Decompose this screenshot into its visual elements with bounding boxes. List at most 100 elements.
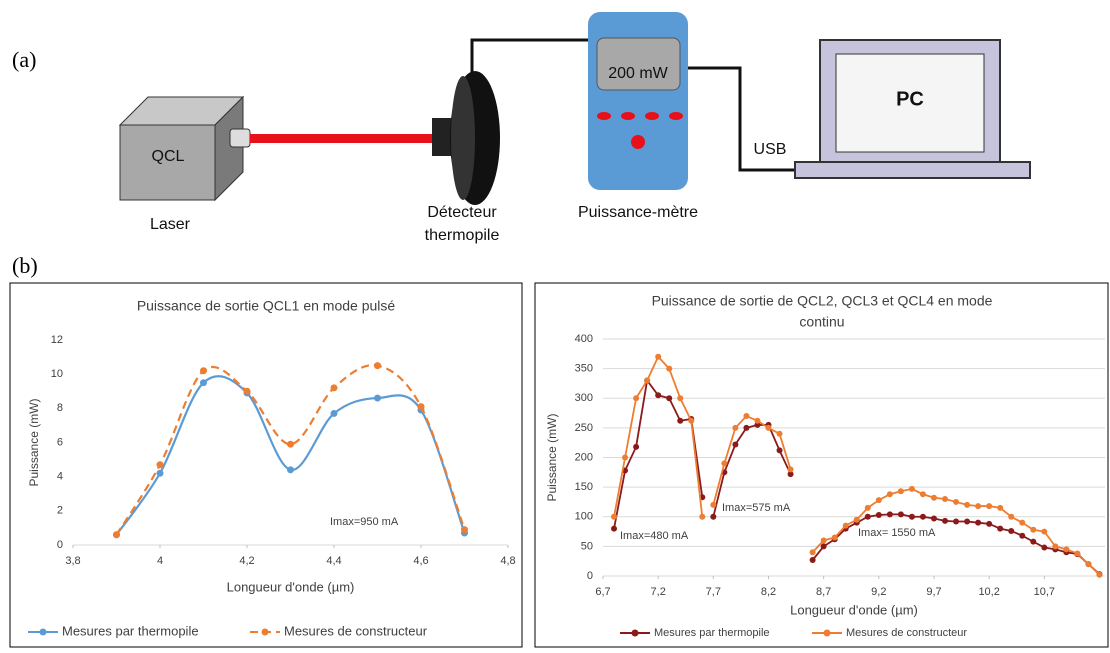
data-point [156,461,164,469]
data-point [897,511,904,518]
meter-display: 200 mW [608,65,668,82]
data-point [997,504,1004,511]
data-point [113,531,120,539]
y-tick-label: 100 [575,511,593,523]
meter-label: Puissance-mètre [578,204,698,221]
y-tick-label: 300 [575,392,593,404]
x-tick-label: 9,7 [926,586,941,598]
data-point [942,517,949,524]
data-point [787,466,794,473]
data-point [688,417,695,424]
data-point [919,513,926,520]
chart-frame [534,282,1109,648]
data-point [417,403,425,411]
data-point [930,494,937,501]
data-point [644,377,651,384]
data-point [908,485,915,492]
data-point [975,503,982,510]
y-tick-label: 200 [575,451,593,463]
data-point [611,513,618,520]
data-point [1074,550,1081,557]
data-point [754,417,761,424]
legend-marker [261,628,269,636]
data-point [243,387,251,395]
y-axis-title: Puissance (mW) [27,398,41,486]
data-point [374,362,381,370]
data-point [622,454,629,461]
data-point [611,525,618,532]
y-tick-label: 12 [51,334,63,346]
pc-label: PC [896,88,924,110]
data-point [886,511,893,518]
data-point [886,491,893,498]
data-point [964,518,971,525]
data-point [655,392,662,399]
x-axis-title: Longueur d'onde (µm) [227,579,355,594]
chart-title: Puissance de sortie QCL1 en mode pulsé [137,298,396,314]
data-point [1085,561,1092,568]
y-tick-label: 4 [57,471,63,483]
pc-icon [794,39,1031,179]
data-point [1019,519,1026,526]
data-point [919,491,926,498]
x-tick-label: 4,2 [239,555,254,567]
data-point [1008,513,1015,520]
data-point [732,441,739,448]
power-meter-icon [588,12,795,190]
data-point [1030,538,1037,545]
data-point [732,424,739,431]
data-point [831,534,838,541]
x-tick-label: 4,8 [500,555,515,567]
y-tick-label: 350 [575,363,593,375]
data-point [765,424,772,431]
data-point [820,537,827,544]
x-tick-label: 4,4 [326,555,341,567]
data-point [721,460,728,467]
detector-icon [432,38,590,205]
y-tick-label: 10 [51,368,63,380]
laser-box-label: QCL [152,148,185,165]
data-point [1041,528,1048,535]
chart-title: Puissance de sortie de QCL2, QCL3 et QCL… [652,293,993,309]
data-point [156,469,164,477]
data-point [1019,532,1026,539]
panel-label: (b) [12,253,38,278]
y-tick-label: 50 [581,540,593,552]
data-point [1041,544,1048,551]
data-point [897,488,904,495]
x-tick-label: 7,2 [651,586,666,598]
data-point [330,384,338,392]
data-point [842,522,849,529]
data-point [633,395,640,402]
detector-label: Détecteur [427,204,497,221]
data-point [633,443,640,450]
series-line [613,378,1101,575]
data-point [953,498,960,505]
data-point [330,409,338,417]
data-point [699,513,706,520]
annotation: Imax=575 mA [722,502,791,514]
data-point [809,549,816,556]
x-tick-label: 9,2 [871,586,886,598]
x-tick-label: 4,6 [413,555,428,567]
legend-label: Mesures par thermopile [62,623,199,638]
data-point [1052,543,1059,550]
chart-title: continu [799,314,844,330]
annotation: Imax=480 mA [620,530,689,542]
x-tick-label: 10,7 [1034,586,1055,598]
data-point [964,501,971,508]
legend-label: Mesures de constructeur [846,627,967,639]
data-point [875,511,882,518]
panel-label: (a) [12,47,36,72]
data-point [986,520,993,527]
data-point [1096,571,1103,578]
data-point [461,526,468,534]
usb-label: USB [754,141,787,158]
data-point [666,365,673,372]
data-point [942,495,949,502]
data-point [677,417,684,424]
data-point [776,430,783,437]
y-tick-label: 0 [587,570,593,582]
data-point [975,519,982,526]
